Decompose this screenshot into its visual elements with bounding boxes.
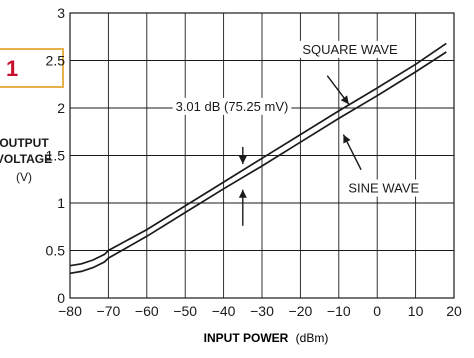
series-line-square-wave bbox=[69, 42, 447, 267]
y-tick-label: 3 bbox=[57, 5, 65, 21]
y-tick-label: 1 bbox=[57, 195, 65, 211]
y-axis-unit: (V) bbox=[16, 170, 32, 184]
arrows bbox=[238, 75, 362, 226]
figure-number: 1 bbox=[6, 56, 19, 81]
x-tick-label: −30 bbox=[250, 303, 274, 319]
up-arrow bbox=[238, 189, 247, 226]
x-tick-label: −50 bbox=[173, 303, 197, 319]
x-tick-label: −80 bbox=[58, 303, 82, 319]
curves bbox=[69, 42, 447, 275]
arrow-head bbox=[238, 189, 247, 198]
arrow-head bbox=[340, 95, 349, 105]
arrow-head bbox=[343, 134, 351, 144]
y-tick-label: 0 bbox=[57, 290, 65, 306]
annotations: 3.01 dB (75.25 mV) SQUARE WAVE SINE WAVE bbox=[172, 40, 423, 197]
y-tick-label: 0.5 bbox=[46, 243, 66, 259]
x-axis-label-main: INPUT POWER bbox=[204, 331, 289, 345]
x-tick-label: −20 bbox=[289, 303, 313, 319]
x-axis-label: INPUT POWER (dBm) bbox=[204, 331, 329, 345]
x-tick-labels: −80 −70 −60 −50 −40 −30 −20 −10 0 10 20 bbox=[58, 303, 462, 319]
x-axis-label-unit: (dBm) bbox=[296, 331, 329, 345]
square-wave-arrow bbox=[326, 75, 350, 105]
down-arrow bbox=[238, 146, 247, 165]
offset-annotation: 3.01 dB (75.25 mV) bbox=[176, 99, 289, 114]
sine-wave-arrow bbox=[342, 134, 362, 171]
plot-frame bbox=[69, 12, 455, 299]
arrow-head bbox=[238, 156, 247, 165]
x-tick-label: 10 bbox=[408, 303, 424, 319]
sine-wave-label: SINE WAVE bbox=[348, 181, 419, 196]
square-wave-label: SQUARE WAVE bbox=[302, 42, 398, 57]
x-tick-label: −70 bbox=[97, 303, 121, 319]
series-line-sine-wave bbox=[69, 51, 447, 275]
y-axis-label-line2: VOLTAGE bbox=[0, 152, 52, 166]
x-tick-label: −60 bbox=[135, 303, 159, 319]
x-tick-label: −40 bbox=[212, 303, 236, 319]
y-tick-label: 2 bbox=[57, 100, 65, 116]
x-tick-label: 20 bbox=[446, 303, 462, 319]
y-tick-label: 1.5 bbox=[46, 148, 66, 164]
y-tick-labels: 0 0.5 1 1.5 2 2.5 3 bbox=[46, 5, 66, 306]
y-axis-label-line1: OUTPUT bbox=[0, 136, 49, 150]
y-tick-label: 2.5 bbox=[46, 53, 66, 69]
x-tick-label: 0 bbox=[373, 303, 381, 319]
figure-badge: 1 bbox=[0, 48, 64, 88]
x-tick-label: −10 bbox=[327, 303, 351, 319]
